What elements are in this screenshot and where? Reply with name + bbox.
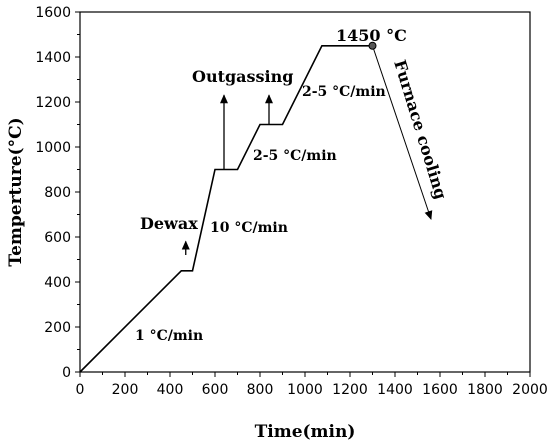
y-tick-label: 0 <box>62 365 71 381</box>
y-tick-label: 1000 <box>35 140 71 156</box>
x-tick-label: 0 <box>76 382 85 398</box>
x-tick-label: 2000 <box>512 382 548 398</box>
annotation-arrow <box>372 45 433 220</box>
y-tick-label: 1200 <box>35 95 71 111</box>
x-axis-title: Time(min) <box>255 422 356 442</box>
annotation-rate-2-5-lower: 2-5 °C/min <box>253 148 337 164</box>
x-tick-label: 1600 <box>422 382 458 398</box>
temperature-profile-line <box>79 45 373 373</box>
y-tick-label: 400 <box>44 275 71 291</box>
x-tick-label: 800 <box>247 382 274 398</box>
x-tick-label: 200 <box>112 382 139 398</box>
peak-marker <box>368 41 377 50</box>
annotation-furnace-cooling: Furnace cooling <box>390 58 450 202</box>
plot-frame <box>79 11 531 373</box>
annotation-rate-10: 10 °C/min <box>210 220 288 236</box>
annotation-peak-temperature: 1450 °C <box>336 26 407 45</box>
y-axis-ticks: 0 200 400 600 800 1000 1200 1400 1600 <box>35 5 80 381</box>
x-tick-label: 400 <box>157 382 184 398</box>
x-tick-label: 600 <box>202 382 229 398</box>
annotation-rate-1: 1 °C/min <box>135 328 203 344</box>
y-tick-label: 200 <box>44 320 71 336</box>
annotation-dewax: Dewax <box>140 214 198 233</box>
y-axis-title: Temperture(°C) <box>6 117 26 266</box>
x-tick-label: 1000 <box>287 382 323 398</box>
y-tick-label: 1400 <box>35 50 71 66</box>
y-tick-label: 600 <box>44 230 71 246</box>
annotation-rate-2-5-upper: 2-5 °C/min <box>302 84 386 100</box>
x-tick-label: 1200 <box>332 382 368 398</box>
y-tick-label: 800 <box>44 185 71 201</box>
annotation-outgassing: Outgassing <box>192 67 293 86</box>
x-tick-label: 1800 <box>467 382 503 398</box>
y-tick-label: 1600 <box>35 5 71 21</box>
arrows <box>181 45 433 255</box>
x-axis-ticks: 0 200 400 600 800 1000 1200 1400 1600 1800 2000 <box>76 372 548 398</box>
x-tick-label: 1400 <box>377 382 413 398</box>
